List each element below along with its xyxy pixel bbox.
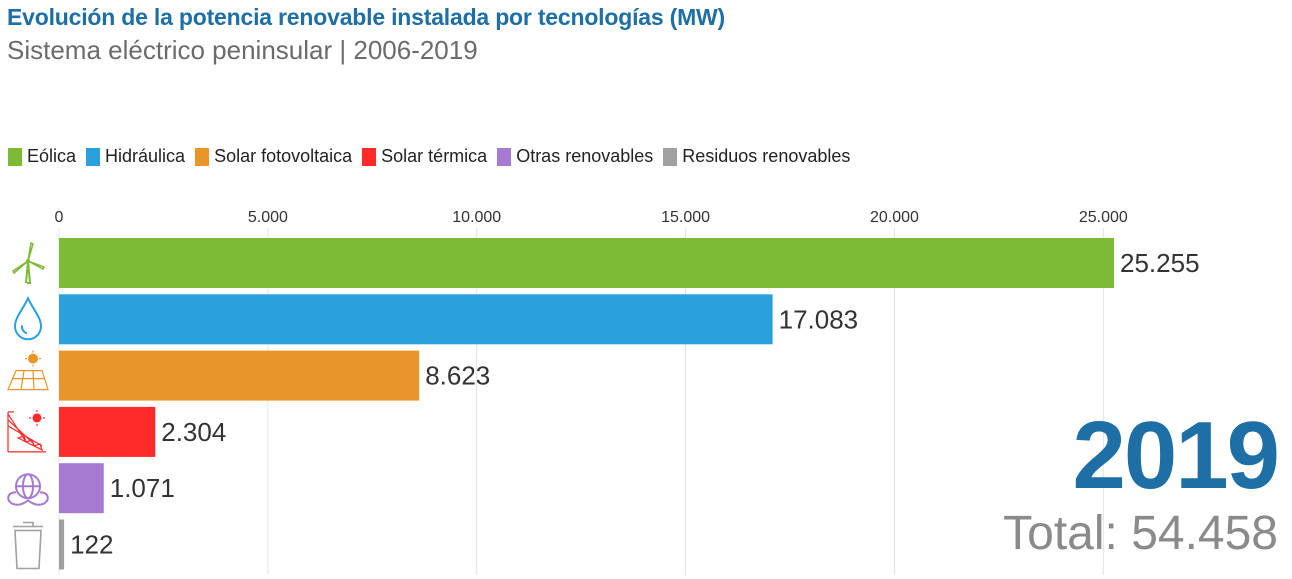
x-tick-label: 5.000 (248, 209, 288, 226)
legend-swatch (362, 147, 377, 166)
x-tick-label: 0 (55, 209, 64, 226)
legend-label: Residuos renovables (682, 146, 851, 166)
legend: Eólica Hidráulica Solar fotovoltaica Sol… (8, 146, 850, 167)
year-label: 2019 (1072, 402, 1280, 509)
solar-panel-icon (7, 350, 49, 391)
bar (59, 238, 1114, 288)
value-label: 8.623 (425, 361, 490, 391)
bar (59, 463, 104, 514)
x-tick-label: 20.000 (870, 209, 919, 226)
bar (59, 519, 65, 570)
legend-swatch (8, 147, 22, 166)
solar-thermal-icon (7, 409, 46, 453)
legend-swatch (195, 147, 210, 166)
value-label: 25.255 (1120, 248, 1200, 278)
x-tick-label: 10.000 (452, 209, 501, 226)
legend-swatch (86, 147, 101, 166)
legend-item-residuos-renovables: Residuos renovables (663, 146, 850, 167)
legend-label: Solar térmica (381, 146, 488, 166)
legend-label: Solar fotovoltaica (214, 146, 353, 166)
value-label: 17.083 (779, 304, 859, 334)
bar (59, 350, 420, 401)
wind-turbine-icon (12, 241, 46, 284)
legend-item-eolica: Eólica (8, 146, 76, 167)
legend-item-otras-renovables: Otras renovables (497, 146, 653, 167)
value-label: 2.304 (161, 417, 226, 447)
legend-swatch (663, 147, 678, 166)
value-label: 1.071 (110, 473, 175, 503)
value-label: 122 (70, 530, 113, 560)
legend-item-solar-termica: Solar térmica (362, 146, 487, 167)
x-tick-label: 25.000 (1079, 209, 1128, 226)
bar (59, 406, 156, 457)
chart-subtitle: Sistema eléctrico peninsular | 2006-2019 (7, 35, 478, 65)
total-label: Total: 54.458 (1003, 507, 1278, 560)
chart-title: Evolución de la potencia renovable insta… (7, 4, 726, 30)
globe-leaf-icon (7, 473, 49, 506)
legend-label: Otras renovables (516, 146, 654, 166)
water-drop-icon (13, 295, 43, 341)
legend-item-solar-fotovoltaica: Solar fotovoltaica (195, 146, 352, 167)
legend-label: Eólica (27, 146, 77, 166)
x-tick-label: 15.000 (661, 209, 710, 226)
trash-bin-icon (13, 521, 43, 570)
legend-item-hidraulica: Hidráulica (86, 146, 185, 167)
legend-label: Hidráulica (105, 146, 186, 166)
bar (59, 294, 773, 345)
legend-swatch (497, 147, 512, 166)
